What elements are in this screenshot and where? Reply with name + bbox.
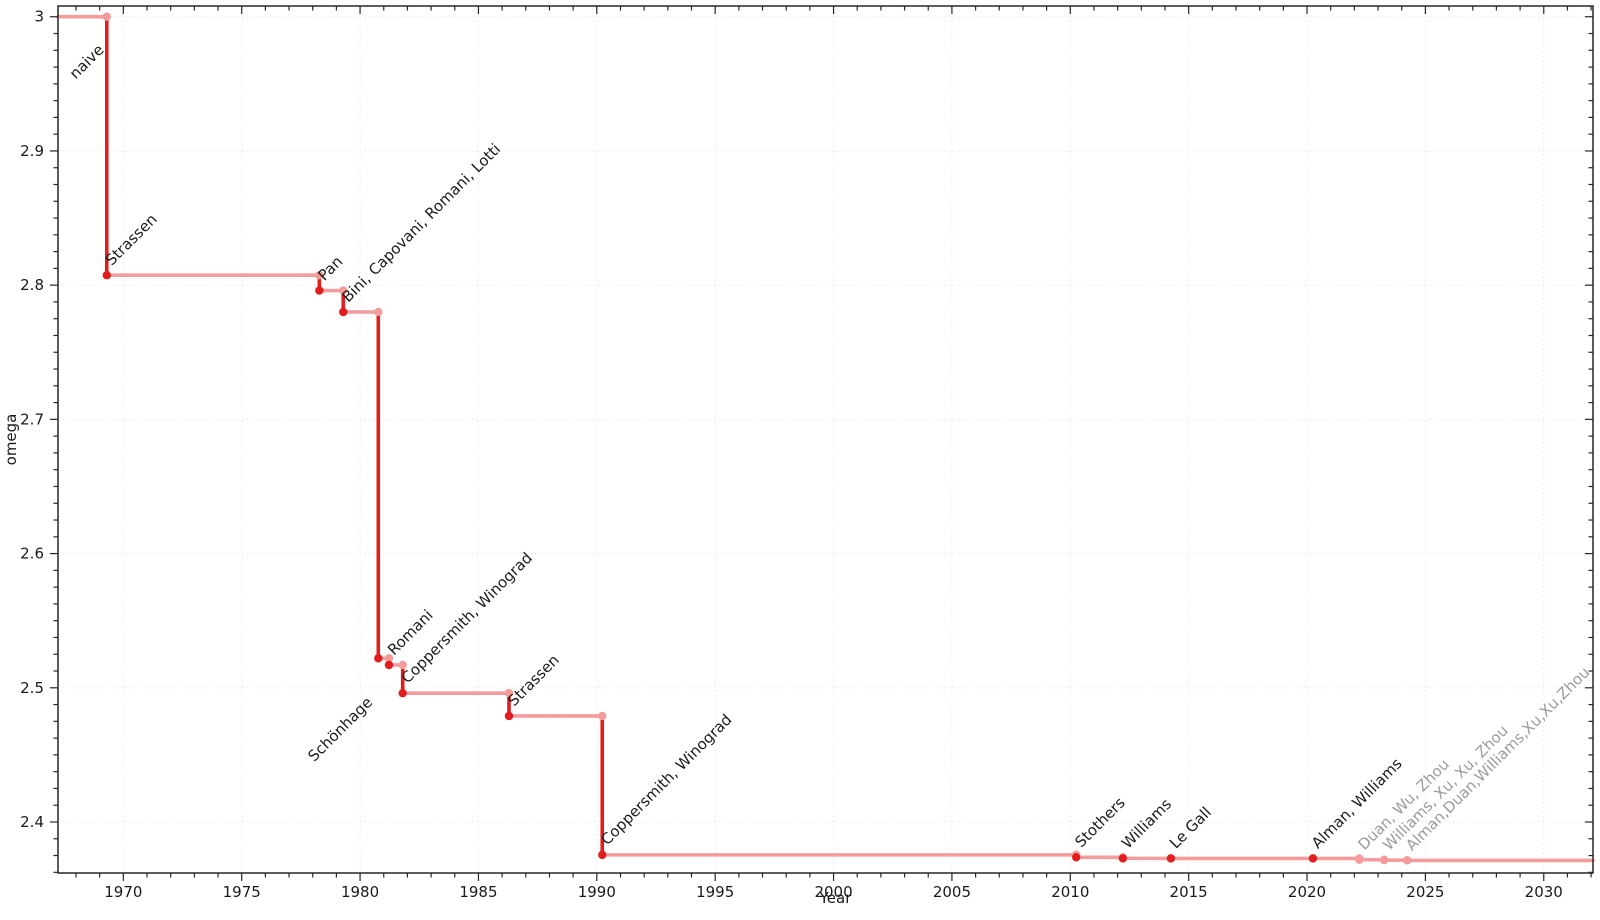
data-point xyxy=(339,307,348,317)
data-point xyxy=(1166,854,1176,863)
data-point xyxy=(374,654,383,663)
step-top-point xyxy=(339,286,348,295)
tick-labels: 1970 1975 1980 1985 1990 1995 2000 2005 2010 2015… xyxy=(20,8,1563,901)
data-point xyxy=(1355,855,1364,864)
step-top-point xyxy=(398,660,407,670)
grid xyxy=(58,6,1593,873)
data-point xyxy=(1379,855,1389,865)
x-tick-label: 2015 xyxy=(1170,883,1208,901)
x-tick-label: 2020 xyxy=(1288,883,1326,901)
data-point xyxy=(384,660,394,670)
data-point xyxy=(598,850,607,860)
x-tick-label: 1995 xyxy=(696,883,734,901)
y-tick-label: 3 xyxy=(34,8,44,26)
x-tick-label: 1970 xyxy=(104,883,142,901)
data-point xyxy=(315,286,324,295)
x-axis-title: Year xyxy=(819,889,853,907)
x-tick-label: 2010 xyxy=(1051,883,1089,901)
y-tick-label: 2.5 xyxy=(20,679,44,697)
x-tick-label: 2025 xyxy=(1406,883,1444,901)
data-point xyxy=(102,271,111,280)
step-top-point xyxy=(315,271,324,280)
y-tick-label: 2.4 xyxy=(20,813,44,831)
data-point xyxy=(1308,854,1318,863)
y-tick-label: 2.9 xyxy=(20,142,44,160)
y-tick-label: 2.7 xyxy=(20,410,44,428)
step-top-point xyxy=(102,12,111,21)
x-tick-label: 1985 xyxy=(459,883,497,901)
data-points xyxy=(102,12,1412,865)
x-tick-label: 2030 xyxy=(1525,883,1563,901)
x-tick-label: 1980 xyxy=(341,883,379,901)
step-top-point xyxy=(374,307,383,317)
x-tick-label: 1990 xyxy=(578,883,616,901)
data-point xyxy=(1072,853,1081,862)
plot-border xyxy=(57,5,1594,874)
x-tick-label: 2000 xyxy=(814,883,852,901)
data-point xyxy=(1402,856,1412,865)
y-axis-title: omega xyxy=(2,414,20,466)
x-tick-label: 1975 xyxy=(223,883,261,901)
step-top-point xyxy=(504,688,514,698)
x-tick-label: 2005 xyxy=(933,883,971,901)
y-tick-label: 2.8 xyxy=(20,276,44,294)
y-tick-label: 2.6 xyxy=(20,545,44,563)
axis-ticks xyxy=(50,6,1593,881)
step-top-point xyxy=(384,654,394,663)
data-point xyxy=(398,688,407,698)
data-point xyxy=(1118,854,1128,863)
step-top-point xyxy=(598,711,607,721)
data-point xyxy=(504,711,514,721)
